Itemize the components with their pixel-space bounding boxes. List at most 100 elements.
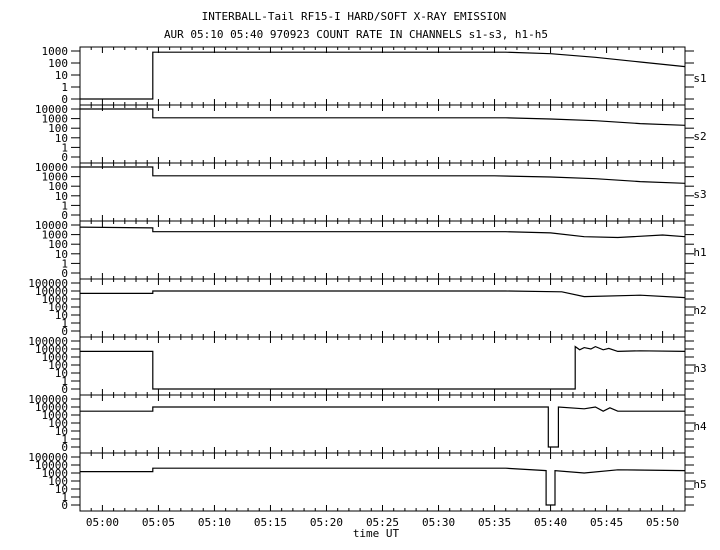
y-tick-label: 1: [61, 81, 68, 94]
y-tick-label: 100: [48, 301, 68, 314]
y-tick-label: 1000: [42, 351, 69, 364]
panel-frame: [79, 452, 686, 512]
y-tick-label: 10: [55, 248, 68, 261]
y-tick-label: 100: [48, 475, 68, 488]
y-tick-label: 0: [61, 441, 68, 454]
channel-label-s3: s3: [693, 188, 706, 201]
x-axis-label: time UT: [353, 527, 400, 540]
series-line-h3: [80, 345, 686, 390]
y-tick-label: 1000: [42, 293, 69, 306]
y-tick-label: 100: [48, 238, 68, 251]
y-tick-label: 10000: [35, 219, 68, 232]
y-tick-label: 10: [55, 190, 68, 203]
y-tick-label: 100000: [28, 393, 68, 406]
channel-label-h5: h5: [693, 478, 706, 491]
y-tick-label: 1: [61, 375, 68, 388]
x-tick-label: 05:10: [198, 516, 231, 529]
y-tick-label: 100: [48, 180, 68, 193]
panel-frame: [79, 104, 686, 164]
panel-frame: [79, 46, 686, 106]
chart-subtitle: AUR 05:10 05:40 970923 COUNT RATE IN CHA…: [164, 28, 548, 41]
y-tick-label: 1000: [42, 229, 69, 242]
x-tick-label: 05:25: [366, 516, 399, 529]
y-tick-label: 100: [48, 417, 68, 430]
time-axis: 05:00 05:05 05:10 05:15 05:20 05:25 05:30 05:35…: [86, 516, 679, 529]
series-line-h5: [80, 467, 686, 506]
panel-frame: [79, 162, 686, 222]
y-tick-label: 1000: [42, 113, 69, 126]
x-tick-label: 05:20: [310, 516, 343, 529]
y-tick-label: 100: [48, 359, 68, 372]
y-tick-label: 1000: [42, 171, 69, 184]
x-tick-label: 05:05: [142, 516, 175, 529]
panel-frame: [79, 278, 686, 338]
series-line-s2: [80, 108, 686, 126]
y-tick-label: 10: [55, 367, 68, 380]
y-tick-label: 0: [61, 209, 68, 222]
x-tick-label: 05:35: [478, 516, 511, 529]
channel-label-h4: h4: [693, 420, 707, 433]
y-tick-label: 1000: [42, 45, 69, 58]
y-tick-label: 1000: [42, 409, 69, 422]
y-tick-label: 1: [61, 141, 68, 154]
y-tick-label: 0: [61, 93, 68, 106]
y-tick-label: 100000: [28, 277, 68, 290]
y-tick-label: 1: [61, 317, 68, 330]
x-tick-label: 05:40: [534, 516, 567, 529]
y-tick-label: 1: [61, 491, 68, 504]
series-line-s1: [80, 51, 686, 100]
series-line-h4: [80, 406, 685, 448]
y-tick-label: 10: [55, 69, 68, 82]
y-tick-label: 10000: [35, 285, 68, 298]
y-tick-label: 10: [55, 483, 68, 496]
channel-label-s2: s2: [693, 130, 706, 143]
channel-label-h3: h3: [693, 362, 706, 375]
y-tick-label: 10: [55, 309, 68, 322]
y-tick-label: 100: [48, 122, 68, 135]
y-tick-label: 0: [61, 383, 68, 396]
channel-label-h2: h2: [693, 304, 706, 317]
y-tick-label: 10000: [35, 343, 68, 356]
y-tick-label: 100000: [28, 451, 68, 464]
y-tick-label: 1000: [42, 467, 69, 480]
y-tick-label: 0: [61, 499, 68, 512]
y-tick-label: 0: [61, 267, 68, 280]
y-tick-label: 10000: [35, 401, 68, 414]
y-tick-label: 10: [55, 132, 68, 145]
series-line-h2: [80, 290, 686, 299]
x-tick-label: 05:30: [422, 516, 455, 529]
panel-frame: [79, 336, 686, 396]
series-line-s3: [80, 166, 686, 184]
x-tick-label: 05:00: [86, 516, 119, 529]
panel-frame: [79, 220, 686, 280]
y-tick-label: 10000: [35, 161, 68, 174]
y-tick-label: 1: [61, 433, 68, 446]
chart-title: INTERBALL-Tail RF15-I HARD/SOFT X-RAY EM…: [202, 10, 507, 23]
channel-label-h1: h1: [693, 246, 706, 259]
y-tick-label: 1: [61, 199, 68, 212]
y-tick-label: 10000: [35, 103, 68, 116]
y-tick-label: 0: [61, 151, 68, 164]
x-tick-label: 05:50: [646, 516, 679, 529]
y-tick-label: 10000: [35, 459, 68, 472]
y-tick-label: 0: [61, 325, 68, 338]
x-tick-label: 05:45: [590, 516, 623, 529]
y-tick-label: 10: [55, 425, 68, 438]
y-tick-label: 100000: [28, 335, 68, 348]
panel-stack: 10001001010s11000010001001010s2100001000…: [28, 45, 707, 512]
y-tick-label: 100: [48, 57, 68, 70]
series-line-h1: [79, 226, 686, 239]
channel-label-s1: s1: [693, 72, 706, 85]
y-tick-label: 1: [61, 257, 68, 270]
x-tick-label: 05:15: [254, 516, 287, 529]
panel-frame: [79, 394, 686, 454]
